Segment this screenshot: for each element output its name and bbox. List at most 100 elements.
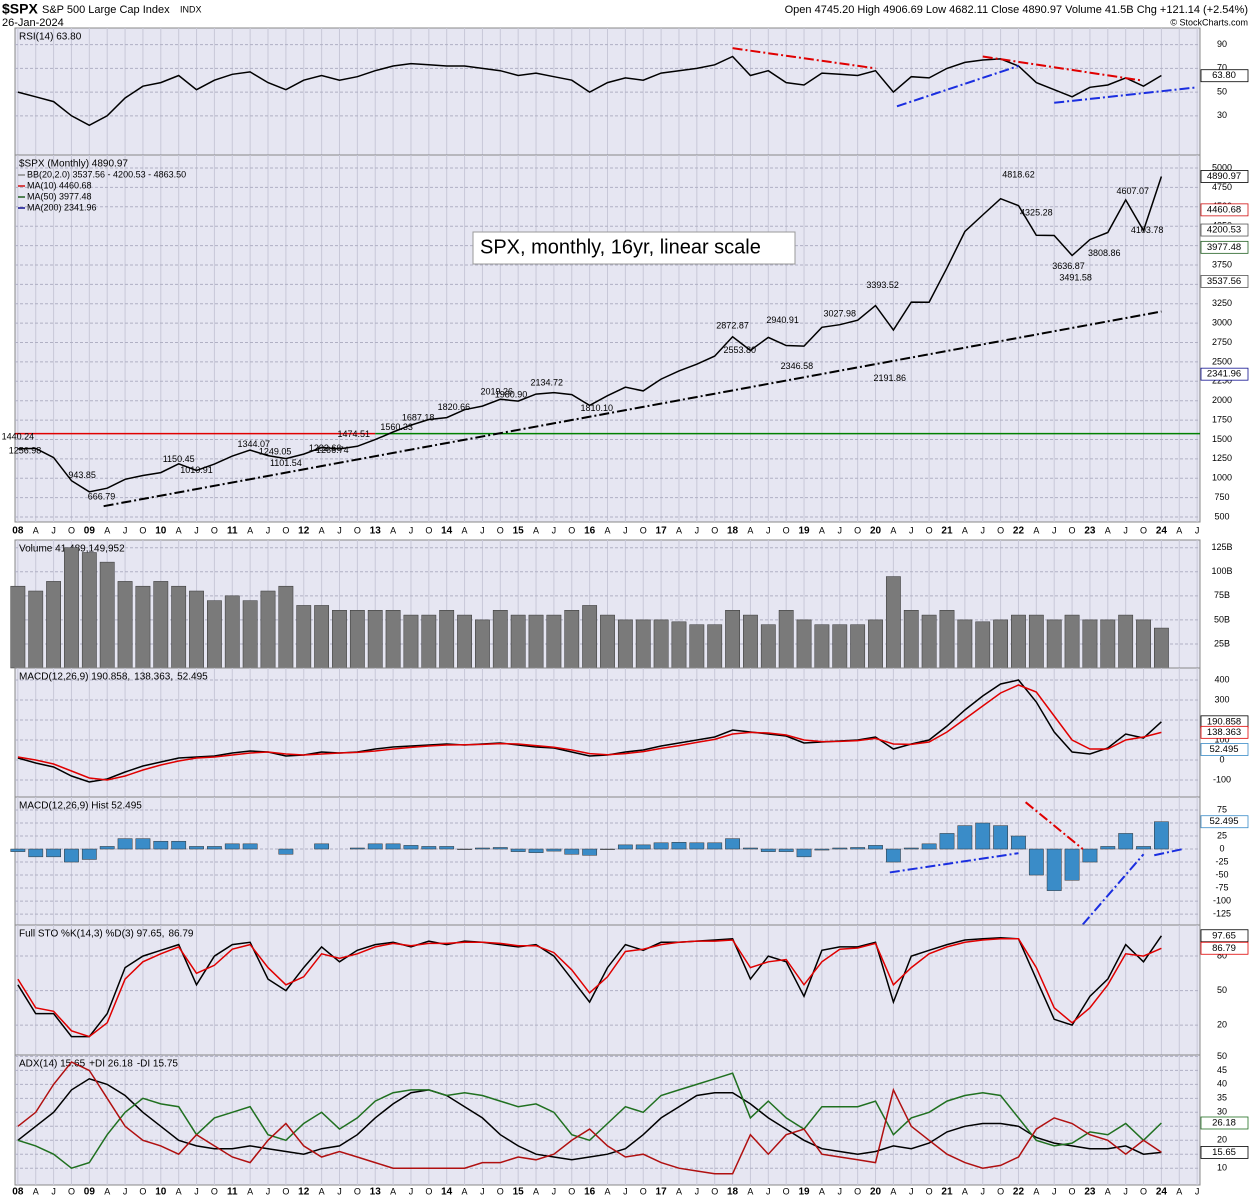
price-annotation: 1344.07	[237, 439, 270, 449]
x-tick-label: 22	[1013, 1187, 1025, 1198]
bar	[81, 552, 97, 669]
x-tick-label: 23	[1084, 1187, 1096, 1198]
y-tick-label: 2500	[1212, 356, 1232, 366]
bar	[117, 838, 133, 850]
y-tick-label: 40	[1217, 1079, 1227, 1089]
series-line	[17, 176, 1163, 493]
bar	[475, 847, 490, 850]
date: 26-Jan-2024	[2, 17, 64, 29]
bar	[1028, 614, 1044, 669]
series-line	[17, 1061, 1162, 1175]
x-tick-label: O	[854, 1186, 861, 1196]
bar	[1082, 619, 1098, 669]
y-tick-label: 10	[1217, 1163, 1227, 1173]
x-tick-label: A	[1033, 525, 1039, 535]
bar	[546, 848, 562, 852]
x-tick-label: O	[926, 525, 933, 535]
trend-line	[1024, 801, 1084, 850]
last-value-box	[1200, 367, 1249, 381]
bar	[671, 842, 687, 850]
bar	[242, 843, 258, 850]
copyright: © StockCharts.com	[1170, 17, 1248, 27]
y-tick-label: 5000	[1212, 162, 1232, 172]
y-tick-label: 75B	[1214, 590, 1230, 600]
x-tick-label: O	[282, 525, 289, 535]
bar	[814, 848, 830, 851]
y-tick-label: 25	[1217, 830, 1227, 840]
bar	[1028, 848, 1044, 876]
x-tick-label: 08	[12, 526, 24, 537]
y-tick-label: 3750	[1212, 259, 1232, 269]
bar	[582, 605, 598, 669]
price-annotation: 1266.74	[316, 445, 349, 455]
y-tick-label: 2000	[1212, 395, 1232, 405]
x-tick-label: 24	[1156, 526, 1168, 537]
bar	[903, 847, 919, 850]
y-tick-label: 100	[1214, 734, 1229, 744]
bar	[1100, 619, 1116, 669]
last-value-box	[1200, 815, 1249, 829]
y-tick-label: 50	[1217, 985, 1227, 995]
x-tick-label: O	[711, 1186, 718, 1196]
x-tick-label: 13	[370, 526, 382, 537]
last-value-label: 15.65	[1212, 1147, 1236, 1158]
x-tick-label: 13	[370, 1187, 382, 1198]
bar	[1046, 848, 1062, 891]
bar	[957, 825, 973, 850]
x-tick-label: A	[176, 1186, 182, 1196]
y-tick-label: -75	[1215, 882, 1228, 892]
price-annotation: 2191.86	[874, 373, 907, 383]
x-tick-label: A	[533, 1186, 539, 1196]
x-tick-label: J	[1195, 525, 1200, 535]
bar	[1136, 619, 1151, 669]
note-box	[472, 231, 796, 265]
bar	[135, 585, 151, 669]
y-tick-label: 1500	[1212, 434, 1232, 444]
x-tick-label: J	[838, 525, 843, 535]
last-value-box	[1200, 170, 1249, 183]
bar	[510, 848, 526, 852]
x-tick-label: A	[747, 525, 753, 535]
panel-title: Full STO %K(14,3) %D(3) 97.65,	[19, 929, 164, 940]
x-tick-label: O	[1069, 1186, 1076, 1196]
bar	[635, 619, 651, 669]
bar	[385, 843, 401, 850]
price-annotation: 2872.87	[716, 320, 749, 330]
x-tick-label: 17	[656, 526, 668, 537]
y-tick-label: 75	[1217, 804, 1227, 814]
x-tick-label: J	[1195, 1186, 1200, 1196]
bar	[224, 595, 240, 669]
y-tick-label: 30	[1217, 1107, 1227, 1117]
last-value-label: 4460.68	[1207, 204, 1241, 215]
x-tick-label: A	[104, 1186, 110, 1196]
price-annotation: 1256.98	[9, 446, 42, 456]
x-tick-label: A	[319, 525, 325, 535]
x-tick-label: J	[123, 525, 128, 535]
panel-title: 86.79	[168, 929, 193, 940]
bar	[117, 581, 133, 669]
last-value-box	[1200, 941, 1249, 955]
x-tick-label: 24	[1156, 1187, 1168, 1198]
x-tick-label: 15	[513, 1187, 525, 1198]
x-tick-label: A	[1033, 1186, 1039, 1196]
ohlc: Open 4745.20 High 4906.69 Low 4682.11 Cl…	[785, 4, 1248, 16]
bar	[1046, 619, 1062, 669]
bar	[1011, 835, 1026, 850]
x-tick-label: O	[497, 525, 504, 535]
series-line	[17, 1077, 1162, 1161]
bar	[224, 843, 240, 850]
x-tick-label: 14	[441, 1187, 453, 1198]
bar	[885, 848, 901, 863]
series-line	[17, 935, 1163, 1038]
y-tick-label: 0	[1219, 843, 1224, 853]
series-line	[17, 55, 1162, 127]
x-tick-label: A	[676, 1186, 682, 1196]
x-tick-label: O	[139, 525, 146, 535]
panel-title: RSI(14) 63.80	[19, 32, 82, 43]
bar	[46, 848, 61, 858]
x-tick-label: J	[695, 525, 700, 535]
x-tick-label: J	[909, 525, 914, 535]
bar	[403, 614, 419, 669]
bar	[617, 844, 633, 850]
y-tick-label: -100	[1213, 895, 1231, 905]
